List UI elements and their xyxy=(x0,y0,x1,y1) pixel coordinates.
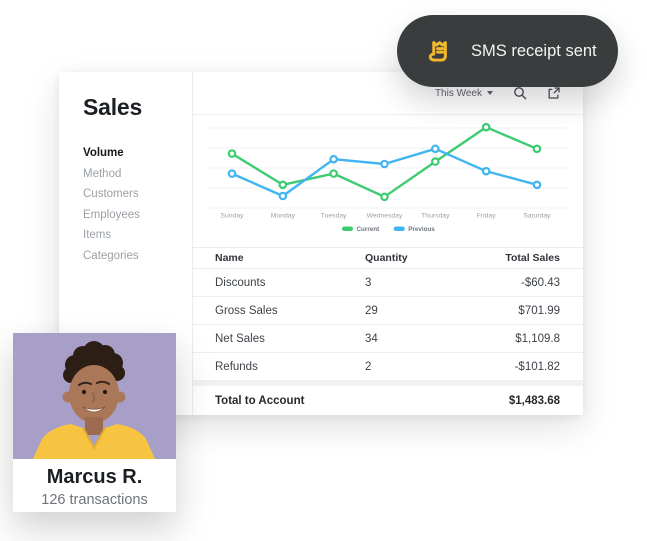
cell-name: Net Sales xyxy=(215,332,265,345)
toolbar: This Week xyxy=(193,72,583,115)
table-footer-row: Total to Account $1,483.68 xyxy=(193,386,583,415)
sms-receipt-toast: SMS receipt sent xyxy=(397,15,618,87)
svg-text:Friday: Friday xyxy=(477,213,496,220)
cell-total: -$60.43 xyxy=(520,276,560,289)
sidebar-item-customers[interactable]: Customers xyxy=(83,188,139,200)
sidebar-item-volume[interactable]: Volume xyxy=(83,147,124,159)
sales-table: Name Quantity Total Sales Discounts 3 -$… xyxy=(193,247,583,415)
svg-text:Tuesday: Tuesday xyxy=(321,213,347,220)
cell-total: $701.99 xyxy=(518,304,560,317)
cell-quantity: 3 xyxy=(365,276,372,289)
period-selector[interactable]: This Week xyxy=(435,88,493,99)
customer-photo xyxy=(13,333,176,459)
page-title: Sales xyxy=(83,94,143,120)
table-header-row: Name Quantity Total Sales xyxy=(193,247,583,269)
cell-total: -$101.82 xyxy=(514,360,560,373)
cell-name: Gross Sales xyxy=(215,304,278,317)
cell-total: $1,109.8 xyxy=(515,332,560,345)
svg-text:Wednesday: Wednesday xyxy=(367,213,403,220)
cell-name: Refunds xyxy=(215,360,258,373)
col-header-quantity: Quantity xyxy=(365,252,408,264)
dashboard-main: This Week Sunday Monday Tuesday Wednesday Th… xyxy=(193,72,583,415)
table-row: Gross Sales 29 $701.99 xyxy=(193,297,583,325)
search-icon[interactable] xyxy=(513,86,527,100)
customer-subtitle: 126 transactions xyxy=(41,492,148,508)
svg-text:Saturday: Saturday xyxy=(523,213,551,220)
table-separator xyxy=(193,381,583,386)
svg-text:Thursday: Thursday xyxy=(421,213,450,220)
toast-message: SMS receipt sent xyxy=(471,41,597,60)
cell-name: Discounts xyxy=(215,276,266,289)
table-row: Discounts 3 -$60.43 xyxy=(193,269,583,297)
table-row: Refunds 2 -$101.82 xyxy=(193,353,583,381)
total-value: $1,483.68 xyxy=(508,394,560,407)
svg-text:Previous: Previous xyxy=(408,226,435,233)
period-selector-label: This Week xyxy=(434,87,482,99)
svg-text:Sunday: Sunday xyxy=(220,213,244,220)
sidebar-item-categories[interactable]: Categories xyxy=(83,249,139,262)
col-header-name: Name xyxy=(215,252,244,264)
cell-quantity: 34 xyxy=(365,332,378,345)
export-icon[interactable] xyxy=(547,86,561,100)
sales-chart-area: Sunday Monday Tuesday Wednesday Thursday Frid… xyxy=(193,115,583,247)
sidebar-item-items[interactable]: Items xyxy=(83,229,112,241)
sidebar-item-employees[interactable]: Employees xyxy=(83,208,140,221)
cell-quantity: 29 xyxy=(365,304,378,317)
total-label: Total to Account xyxy=(215,394,305,407)
sales-line-chart: Sunday Monday Tuesday Wednesday Thursday Frid… xyxy=(208,122,568,233)
sidebar: Sales Volume Method Customers Employees … xyxy=(59,72,193,415)
cell-quantity: 2 xyxy=(365,360,372,373)
sidebar-item-method[interactable]: Method xyxy=(83,167,122,180)
receipt-icon xyxy=(428,41,447,62)
svg-text:Current: Current xyxy=(357,226,381,233)
customer-card: Marcus R. 126 transactions xyxy=(13,333,176,512)
col-header-total: Total Sales xyxy=(505,252,560,264)
svg-text:Monday: Monday xyxy=(271,213,296,220)
customer-name: Marcus R. xyxy=(46,466,143,488)
customer-label: Marcus R. 126 transactions xyxy=(13,459,176,512)
chevron-down-icon xyxy=(487,91,493,95)
table-row: Net Sales 34 $1,109.8 xyxy=(193,325,583,353)
sidebar-nav: Volume Method Customers Employees Items … xyxy=(83,147,182,262)
